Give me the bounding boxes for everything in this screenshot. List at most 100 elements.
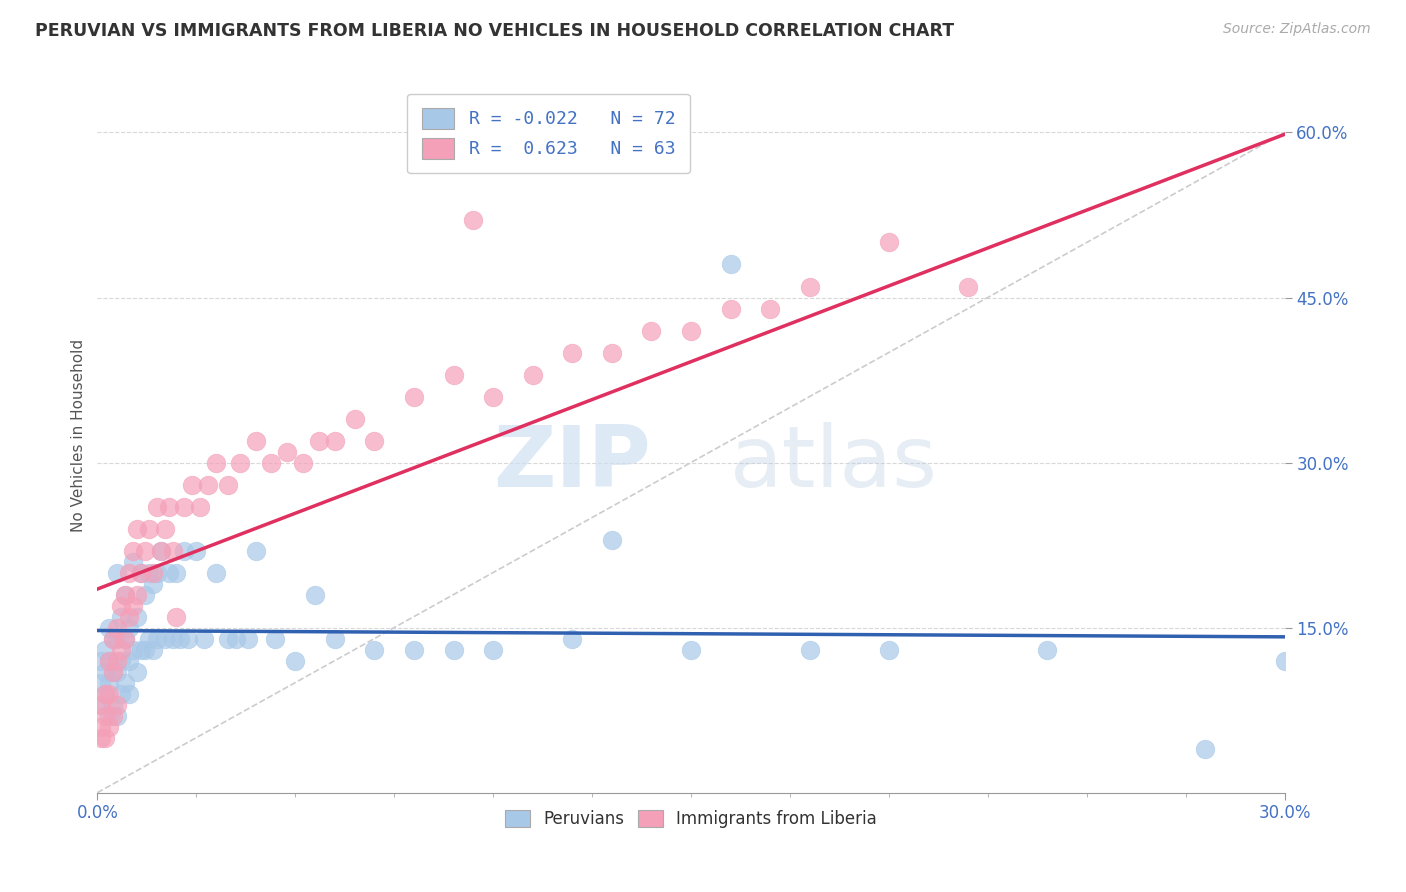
Point [463,213,485,227]
Point [225,632,247,646]
Point [181,477,204,491]
Point [956,279,979,293]
Point [720,258,742,272]
Point [145,566,167,580]
Point [276,444,298,458]
Point [157,566,180,580]
Point [105,654,128,668]
Point [640,324,662,338]
Point [264,632,287,646]
Point [94,687,117,701]
Y-axis label: No Vehicles in Household: No Vehicles in Household [72,338,86,532]
Point [138,566,160,580]
Legend: Peruvians, Immigrants from Liberia: Peruvians, Immigrants from Liberia [498,803,883,834]
Point [149,543,172,558]
Point [173,500,195,514]
Text: atlas: atlas [730,422,938,505]
Point [145,500,167,514]
Point [101,665,124,679]
Point [1036,642,1059,657]
Point [125,665,148,679]
Point [105,621,128,635]
Point [153,632,176,646]
Point [877,642,900,657]
Point [149,543,172,558]
Point [482,642,505,657]
Point [177,632,200,646]
Point [186,543,208,558]
Text: ZIP: ZIP [494,422,651,505]
Point [122,555,145,569]
Point [166,609,188,624]
Point [90,698,112,712]
Point [1194,741,1216,756]
Point [94,731,117,745]
Point [98,720,121,734]
Point [125,588,148,602]
Point [110,642,132,657]
Point [188,500,211,514]
Point [145,632,167,646]
Point [138,632,160,646]
Point [205,456,228,470]
Point [173,543,195,558]
Point [134,543,156,558]
Point [118,621,141,635]
Point [799,642,821,657]
Point [94,665,117,679]
Point [110,609,132,624]
Point [561,632,583,646]
Point [129,566,152,580]
Point [162,543,184,558]
Point [153,522,176,536]
Point [217,477,239,491]
Point [114,632,136,646]
Point [118,566,141,580]
Point [169,632,191,646]
Text: PERUVIAN VS IMMIGRANTS FROM LIBERIA NO VEHICLES IN HOUSEHOLD CORRELATION CHART: PERUVIAN VS IMMIGRANTS FROM LIBERIA NO V… [35,22,955,40]
Point [162,632,184,646]
Point [679,642,702,657]
Point [118,654,141,668]
Point [157,500,180,514]
Point [90,654,112,668]
Point [98,675,121,690]
Point [118,609,141,624]
Point [125,609,148,624]
Point [94,708,117,723]
Point [284,654,307,668]
Point [166,566,188,580]
Point [105,566,128,580]
Point [720,301,742,316]
Point [105,665,128,679]
Point [134,588,156,602]
Point [236,632,259,646]
Point [323,434,346,448]
Point [142,642,165,657]
Point [217,632,239,646]
Point [105,698,128,712]
Point [363,434,385,448]
Point [110,599,132,613]
Point [142,566,165,580]
Point [114,675,136,690]
Point [101,698,124,712]
Point [1274,654,1296,668]
Point [101,632,124,646]
Point [402,642,425,657]
Point [110,654,132,668]
Point [482,390,505,404]
Point [142,576,165,591]
Point [122,642,145,657]
Point [90,720,112,734]
Point [105,708,128,723]
Point [245,434,267,448]
Point [98,654,121,668]
Point [323,632,346,646]
Point [98,654,121,668]
Point [443,368,465,382]
Point [90,675,112,690]
Point [600,533,623,547]
Point [114,632,136,646]
Point [260,456,283,470]
